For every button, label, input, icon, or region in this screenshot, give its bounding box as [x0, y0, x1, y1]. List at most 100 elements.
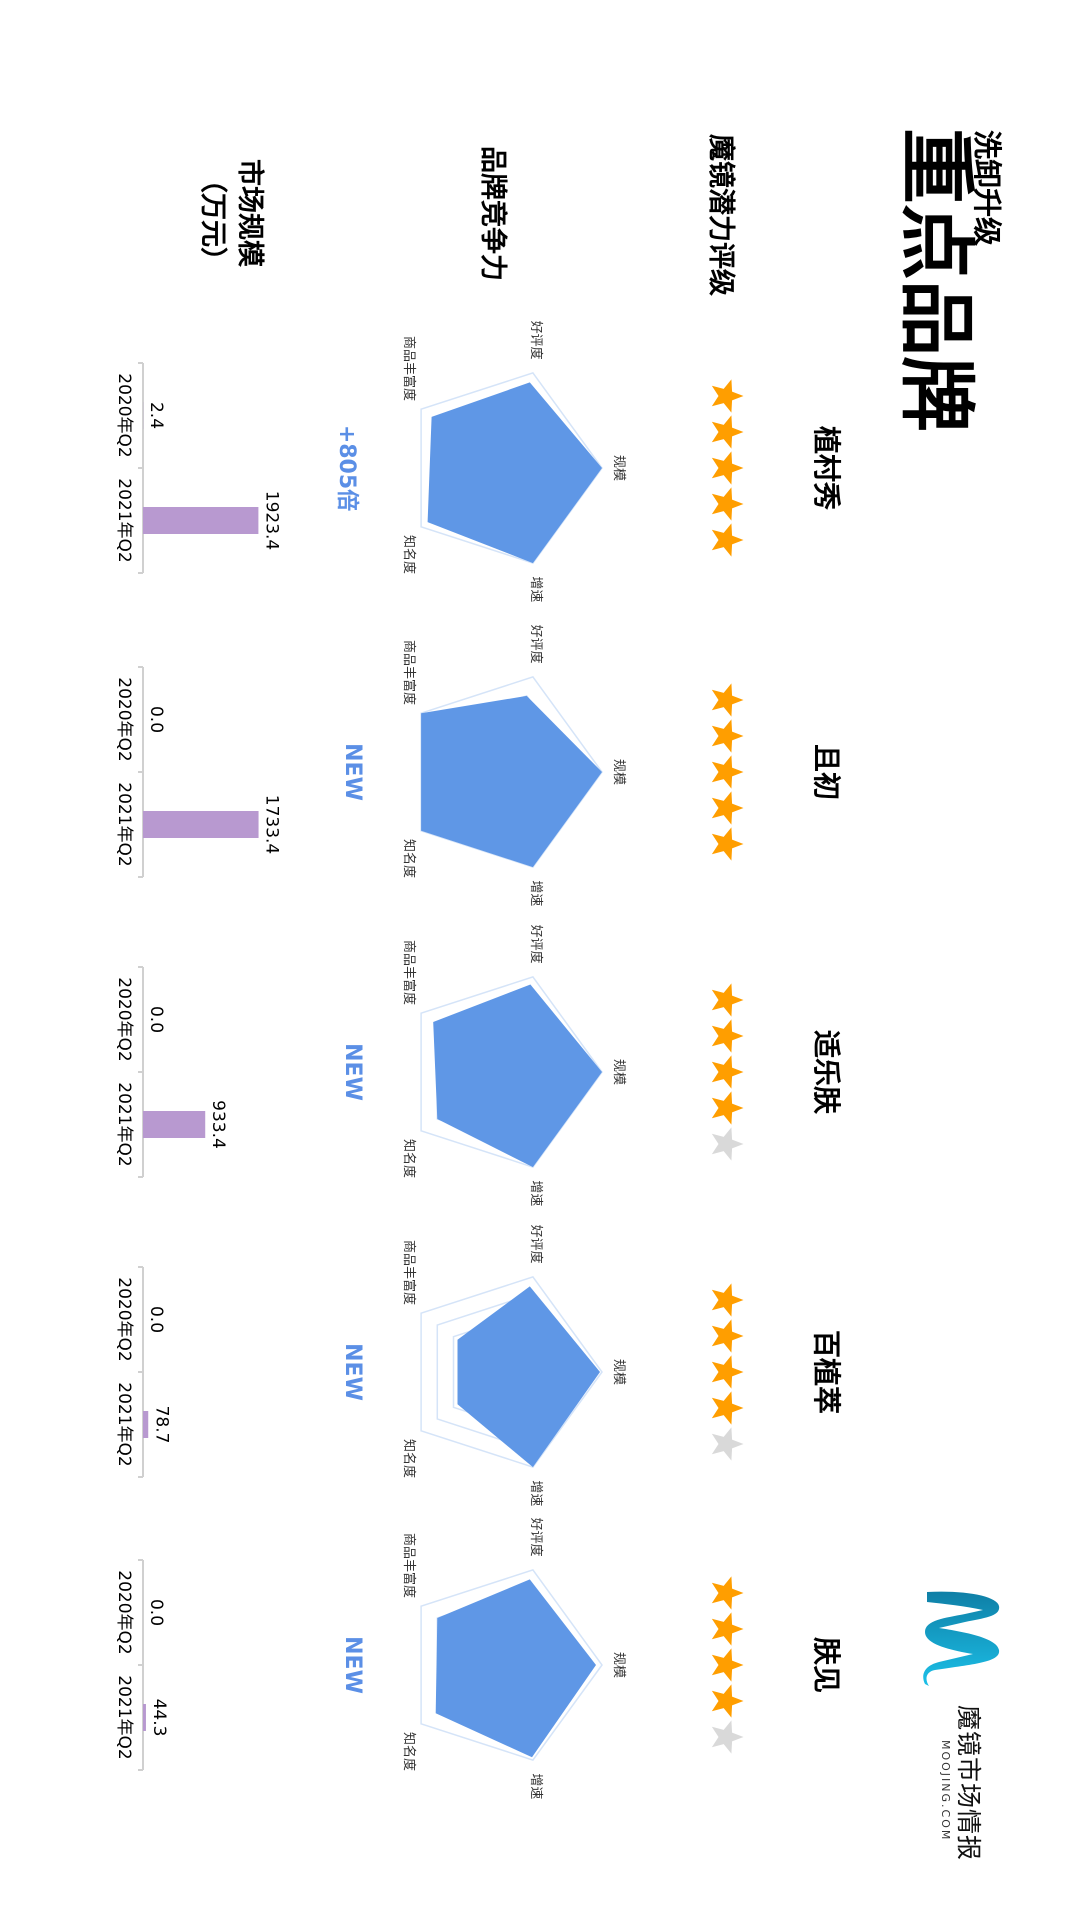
radar-axis-label: 商品丰富度	[401, 336, 417, 401]
star-filled-icon	[711, 1684, 744, 1718]
radar-axis-label: 好评度	[528, 925, 544, 964]
bar-value-label: 44.3	[149, 1699, 169, 1737]
growth-label: NEW	[340, 1043, 365, 1101]
bar-value-label: 1923.4	[261, 491, 281, 550]
bar-value-label: 1733.4	[262, 795, 282, 854]
moojing-logo-icon	[921, 1588, 1005, 1690]
radar-area	[457, 1286, 600, 1468]
bar	[143, 1111, 206, 1138]
bar-category-label: 2020年Q2	[114, 373, 134, 457]
radar-axis-label: 商品丰富度	[401, 1240, 417, 1305]
bar	[143, 811, 259, 838]
radar-axis-label: 知名度	[401, 1139, 417, 1178]
bar-category-label: 2020年Q2	[114, 677, 134, 761]
star-filled-icon	[711, 1355, 744, 1389]
growth-label: +805倍	[334, 424, 359, 512]
star-filled-icon	[711, 1391, 744, 1425]
star-filled-icon	[711, 523, 744, 557]
star-filled-icon	[711, 983, 744, 1017]
radar-axis-label: 增速	[528, 1180, 543, 1206]
radar-axis-label: 增速	[528, 1773, 543, 1799]
star-empty-icon	[711, 1127, 744, 1161]
star-filled-icon	[711, 719, 744, 753]
radar-axis-label: 好评度	[528, 625, 544, 664]
radar-axis-label: 规模	[611, 455, 626, 481]
rating-stars	[709, 982, 745, 1162]
bar-chart: 2.4 2020年Q2 1923.4 2021年Q2	[114, 362, 281, 574]
bar-value-label: 0.0	[146, 1306, 166, 1333]
star-filled-icon	[711, 1019, 744, 1053]
star-empty-icon	[711, 1427, 744, 1461]
star-filled-icon	[711, 451, 744, 485]
radar-area	[421, 695, 602, 868]
bar-category-label: 2021年Q2	[114, 1082, 134, 1166]
bar-chart: 0.0 2020年Q2 78.7 2021年Q2	[114, 1266, 171, 1478]
brand-name: 肤见	[810, 1636, 843, 1693]
bar-value-label: 2.4	[146, 402, 166, 429]
bar-category-label: 2021年Q2	[114, 782, 134, 866]
bar-category-label: 2021年Q2	[114, 1675, 134, 1759]
radar-axis-label: 商品丰富度	[401, 940, 417, 1005]
bar-category-label: 2021年Q2	[114, 1382, 134, 1466]
radar-grid-ring	[420, 1569, 603, 1761]
radar-axis-label: 知名度	[401, 839, 417, 878]
radar-axis-label: 知名度	[401, 1732, 417, 1771]
star-filled-icon	[711, 1612, 744, 1646]
radar-area	[427, 382, 602, 564]
radar-axis-label: 规模	[611, 759, 626, 785]
bar-value-label: 78.7	[151, 1406, 171, 1444]
bar-value-label: 0.0	[146, 706, 166, 733]
star-filled-icon	[711, 827, 744, 861]
radar-axis-label: 好评度	[528, 1518, 544, 1557]
radar-axis-label: 增速	[528, 880, 543, 906]
radar-axis-label: 好评度	[528, 321, 544, 360]
bar-chart: 0.0 2020年Q2 933.4 2021年Q2	[114, 966, 228, 1178]
star-filled-icon	[711, 1283, 744, 1317]
radar-axis-label: 商品丰富度	[401, 640, 417, 705]
radar-grid-ring	[420, 976, 603, 1168]
growth-label: NEW	[340, 1636, 365, 1694]
star-empty-icon	[711, 1720, 744, 1754]
radar-axis-label: 规模	[611, 1652, 626, 1678]
bar	[142, 507, 259, 534]
rating-stars	[709, 1575, 745, 1755]
bar-category-label: 2020年Q2	[114, 1277, 134, 1361]
radar-axis-label: 增速	[528, 1480, 543, 1506]
bar-chart: 0.0 2020年Q2 1733.4 2021年Q2	[114, 666, 282, 878]
brand-name: 适乐肤	[810, 1029, 843, 1114]
bar-value-label: 0.0	[146, 1599, 166, 1626]
bar-category-label: 2020年Q2	[114, 1570, 134, 1654]
radar-axis-label: 商品丰富度	[401, 1533, 417, 1598]
brand-name: 百植萃	[810, 1329, 843, 1414]
bar	[142, 1704, 146, 1731]
bar-value-label: 933.4	[208, 1100, 228, 1149]
star-filled-icon	[711, 683, 744, 717]
star-filled-icon	[711, 1055, 744, 1089]
star-filled-icon	[711, 791, 744, 825]
radar-area	[435, 1579, 596, 1758]
star-filled-icon	[711, 487, 744, 521]
radar-axis-label: 好评度	[528, 1225, 544, 1264]
bar-chart: 0.0 2020年Q2 44.3 2021年Q2	[114, 1559, 169, 1771]
growth-label: NEW	[340, 743, 365, 801]
radar-axis-label: 增速	[528, 576, 543, 602]
rating-stars	[709, 1282, 745, 1462]
brand-name: 植村秀	[810, 425, 843, 510]
star-filled-icon	[711, 755, 744, 789]
radar-axis-label: 规模	[611, 1059, 626, 1085]
radar-axis-label: 规模	[611, 1359, 626, 1385]
rating-stars	[709, 378, 745, 558]
radar-grid-ring	[420, 372, 603, 564]
bar-value-label: 0.0	[146, 1006, 166, 1033]
star-filled-icon	[711, 415, 744, 449]
radar-grid-ring	[420, 1276, 603, 1468]
bar-category-label: 2020年Q2	[114, 977, 134, 1061]
brand-name: 且初	[810, 743, 843, 800]
star-filled-icon	[711, 379, 744, 413]
